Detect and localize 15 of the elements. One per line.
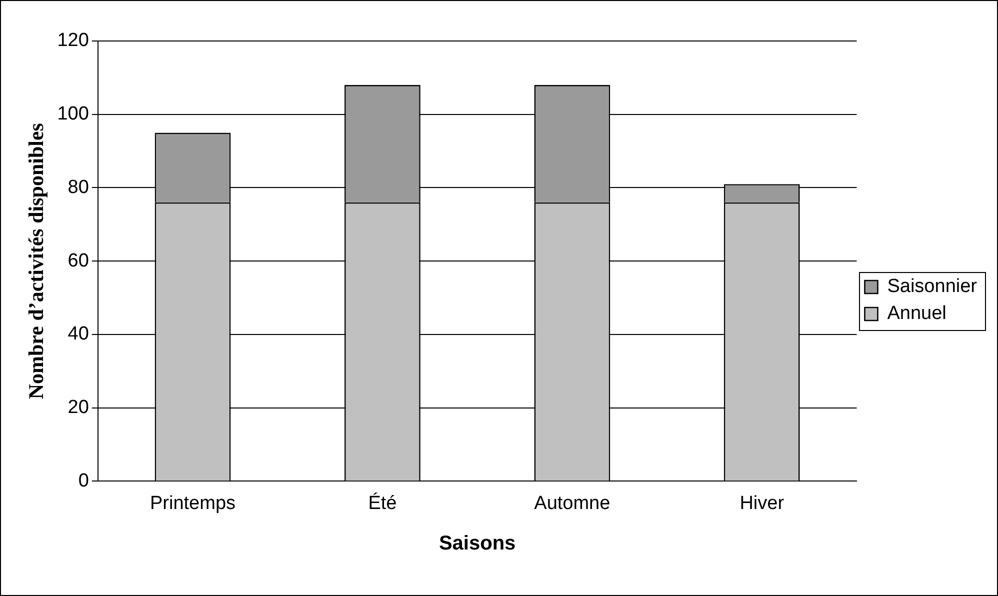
y-tick-label: 80 [68,176,89,198]
y-tick-label: 120 [57,30,89,52]
y-tick-label: 40 [68,324,89,345]
y-axis-title: Nombre d’activités disponibles [24,123,48,400]
x-tick-label: Printemps [150,492,236,514]
y-tick-label: 0 [78,470,89,492]
y-tick-label: 20 [68,397,89,418]
x-tick-label: Été [368,492,397,514]
x-axis-title: Saisons [438,532,516,555]
x-tick-label: Hiver [740,492,785,514]
legend-label: Saisonnier [887,276,978,298]
y-tick-label: 60 [68,250,89,272]
y-tick-label: 100 [57,104,89,125]
legend-label: Annuel [887,303,946,324]
x-tick-label: Automne [534,492,610,514]
